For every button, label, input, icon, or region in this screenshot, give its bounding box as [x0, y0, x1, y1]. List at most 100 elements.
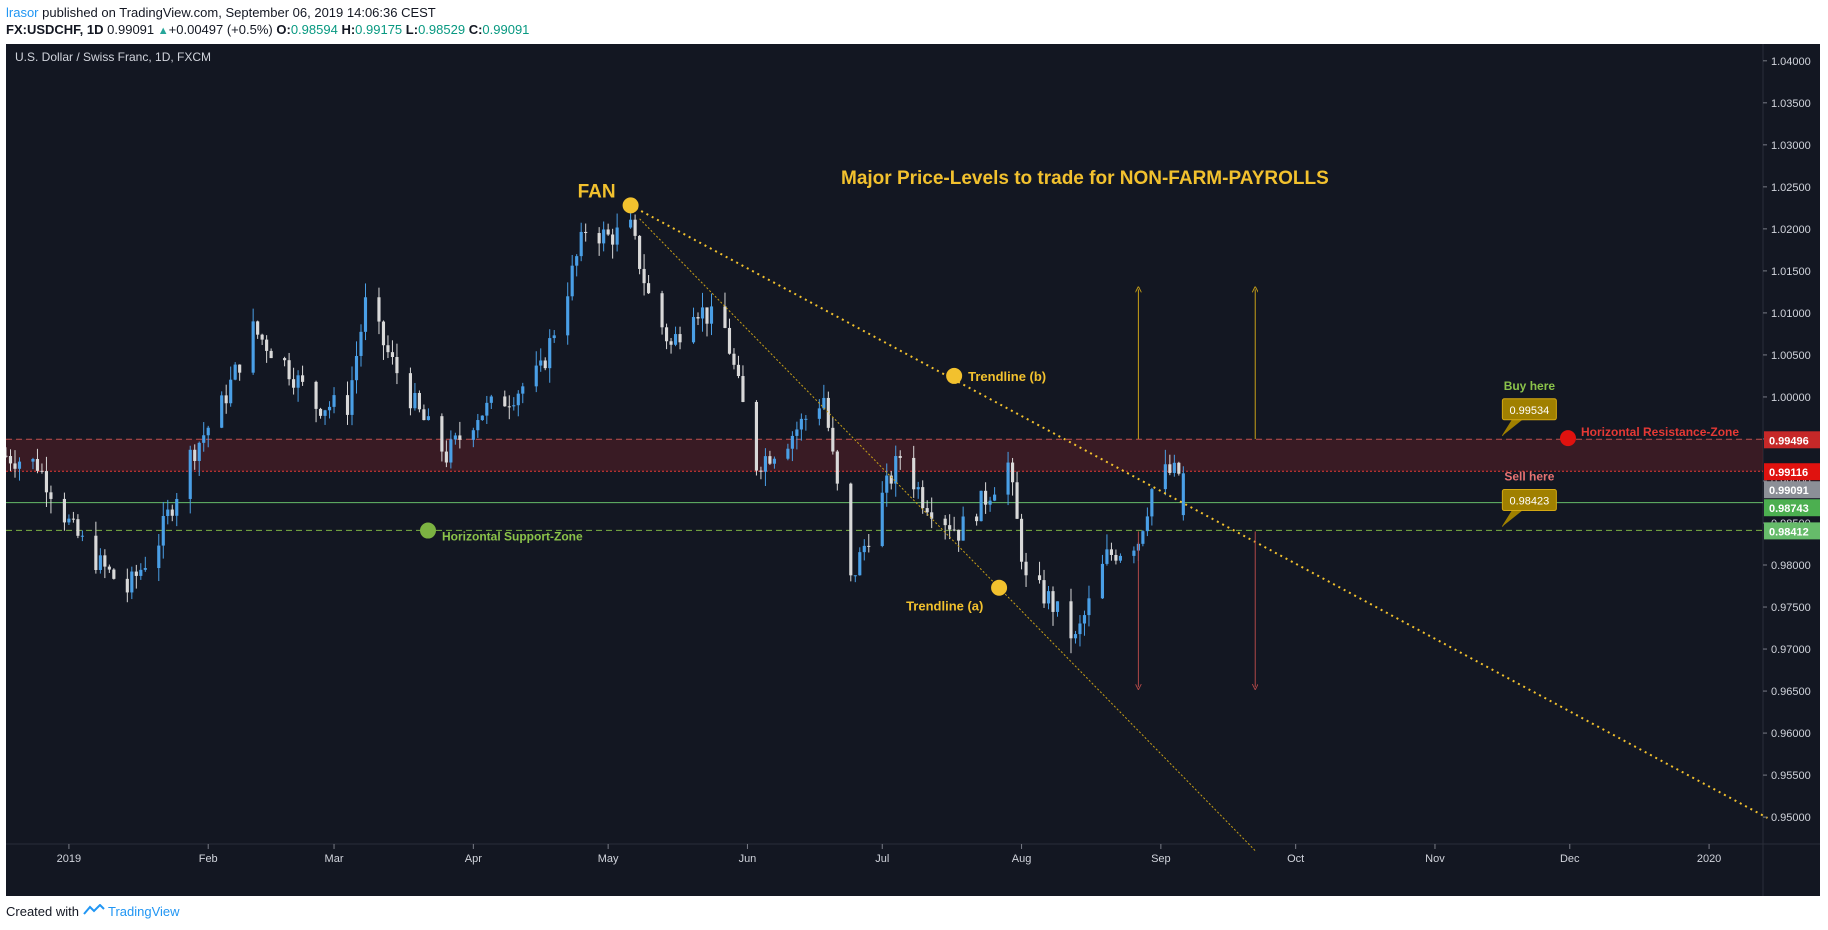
candle-body — [867, 545, 871, 547]
candle-body — [287, 360, 291, 380]
candle-body — [615, 227, 619, 245]
close-value: 0.99091 — [482, 22, 530, 37]
price-badge-label: 0.98743 — [1769, 503, 1809, 515]
candle-body — [202, 435, 206, 443]
candle-body — [629, 219, 633, 228]
price-badge — [1764, 481, 1820, 499]
candle-body — [552, 335, 556, 339]
candle-body — [206, 427, 210, 436]
candle-body — [1177, 462, 1181, 474]
x-tick-label: Sep — [1151, 853, 1171, 865]
candle-body — [485, 402, 489, 416]
candle-body — [705, 307, 709, 324]
candle-body — [1078, 623, 1082, 635]
y-tick-label: 1.01500 — [1771, 266, 1811, 278]
candle-body — [678, 334, 682, 343]
candle-body — [795, 429, 799, 436]
candle-body — [790, 435, 794, 449]
price-badge-label: 0.98412 — [1769, 526, 1809, 538]
y-tick-label: 1.03500 — [1771, 98, 1811, 110]
created-with-text: Created with — [6, 904, 79, 919]
candle-body — [238, 364, 242, 373]
candle-body — [301, 375, 305, 382]
candle-body — [912, 457, 916, 490]
candle-body — [62, 498, 66, 523]
candle-body — [862, 545, 866, 553]
candle-body — [984, 490, 988, 505]
candle-body — [732, 353, 736, 365]
candle-body — [1010, 462, 1015, 483]
candle-body — [49, 492, 53, 499]
chart-layers: FAN Trendline (b) Trendline (a) Major Price… — [6, 56, 1820, 865]
candle-body — [584, 231, 588, 234]
close-label: C: — [468, 22, 483, 37]
candle-body — [1087, 598, 1091, 616]
candle-body — [602, 229, 606, 244]
candle-body — [664, 327, 669, 342]
candle-body — [67, 518, 71, 523]
candle-body — [754, 401, 759, 471]
author-link[interactable]: lrasor — [6, 5, 39, 20]
candle-body — [1100, 563, 1105, 599]
candle-body — [660, 293, 664, 328]
candle-body — [220, 395, 224, 428]
candle-body — [377, 297, 381, 322]
candle-body — [44, 471, 49, 493]
candle-body — [1105, 549, 1109, 564]
candle-body — [332, 395, 336, 407]
candle-body — [166, 509, 170, 516]
candle-body — [1024, 561, 1028, 576]
y-tick-label: 0.97500 — [1771, 602, 1811, 614]
candle-body — [741, 376, 745, 402]
y-tick-label: 1.03000 — [1771, 140, 1811, 152]
candle-body — [957, 529, 961, 541]
candle-body — [188, 449, 192, 499]
candle-body — [894, 456, 898, 484]
sell-here-label: Sell here — [1504, 470, 1554, 484]
candle-body — [975, 516, 979, 522]
candle-body — [283, 358, 287, 361]
candle-body — [103, 555, 107, 567]
time-scale[interactable] — [6, 844, 1763, 896]
candle-body — [296, 375, 300, 388]
candle-body — [988, 500, 992, 505]
candle-body — [13, 463, 17, 469]
candle-body — [880, 492, 884, 546]
candle-body — [539, 360, 543, 366]
high-value: 0.99175 — [355, 22, 403, 37]
candle-body — [736, 364, 741, 377]
candle-body — [1073, 634, 1078, 639]
candle-body — [835, 451, 839, 484]
resistance-zone — [6, 439, 1763, 472]
tradingview-link[interactable]: TradingView — [108, 904, 180, 919]
candle-body — [723, 306, 727, 328]
tradingview-logo-icon — [82, 903, 108, 919]
candle-body — [6, 455, 8, 457]
candle-body — [1163, 464, 1167, 490]
resistance-label: Horizontal Resistance-Zone — [1581, 425, 1739, 439]
candle-body — [193, 449, 197, 461]
publish-text: published on TradingView.com, September … — [38, 5, 436, 20]
candle-body — [440, 416, 444, 452]
ohlc-legend: FX:USDCHF, 1D 0.99091 ▲+0.00497 (+0.5%) … — [6, 22, 529, 37]
candle-body — [993, 494, 997, 501]
candle-body — [107, 566, 111, 570]
fan-marker — [622, 197, 639, 214]
support-label: Horizontal Support-Zone — [442, 530, 583, 544]
x-tick-label: Apr — [465, 853, 482, 865]
candle-body — [1006, 462, 1010, 495]
candle-body — [611, 234, 615, 245]
candle-body — [229, 379, 233, 404]
x-tick-label: 2020 — [1697, 853, 1721, 865]
candle-body — [822, 397, 826, 409]
candle-body — [112, 569, 116, 579]
open-label: O: — [276, 22, 291, 37]
candle-body — [197, 442, 201, 461]
y-tick-label: 1.01000 — [1771, 308, 1811, 320]
candle-body — [943, 518, 947, 526]
candle-body — [314, 381, 318, 409]
price-chart[interactable]: FAN Trendline (b) Trendline (a) Major Price… — [6, 44, 1820, 896]
candle-body — [817, 408, 821, 419]
candle-body — [1109, 549, 1113, 555]
up-triangle-icon: ▲ — [157, 25, 169, 37]
